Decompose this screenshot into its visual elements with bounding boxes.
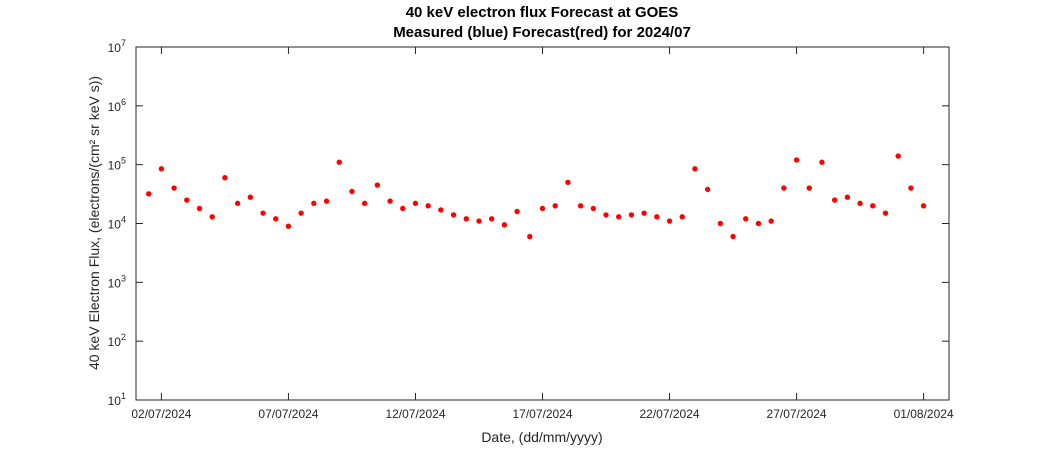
y-tick-exponent: 5 (121, 156, 126, 166)
data-point (412, 200, 419, 207)
data-point (234, 200, 241, 207)
data-point (870, 203, 876, 209)
data-point (298, 210, 304, 216)
data-point (730, 233, 736, 240)
data-point (260, 210, 266, 216)
data-point (387, 198, 393, 204)
data-point (844, 194, 851, 200)
y-tick-base: 10 (108, 100, 122, 114)
y-tick-label: 104 (108, 215, 126, 232)
y-tick-base: 10 (108, 218, 122, 232)
data-point (450, 212, 457, 218)
data-point (616, 214, 622, 220)
data-point (400, 205, 406, 212)
data-point (247, 194, 254, 200)
data-point (209, 214, 215, 220)
data-point (184, 197, 190, 203)
data-point (323, 198, 330, 204)
data-point (552, 203, 558, 209)
data-point (793, 157, 800, 163)
data-point (831, 197, 838, 203)
data-point (755, 220, 762, 227)
x-tick-label: 27/07/2024 (767, 407, 827, 421)
data-point (285, 223, 292, 229)
data-point (196, 205, 203, 212)
data-point (222, 175, 228, 181)
data-point (361, 200, 368, 207)
y-tick-base: 10 (108, 41, 122, 55)
data-point (514, 208, 520, 215)
data-point (768, 218, 774, 224)
x-tick-label: 17/07/2024 (512, 407, 572, 421)
data-point (425, 203, 431, 209)
data-point (438, 207, 444, 213)
y-tick-label: 106 (108, 97, 126, 114)
data-point (146, 191, 152, 197)
data-point (374, 182, 381, 188)
y-tick-label: 102 (108, 332, 126, 349)
y-tick-label: 105 (108, 156, 126, 173)
data-point (654, 214, 660, 220)
data-point (641, 210, 647, 216)
data-point (882, 210, 889, 216)
chart-title: 40 keV electron flux Forecast at GOES (406, 4, 679, 21)
data-point (781, 185, 787, 191)
data-point (565, 179, 571, 186)
data-point (743, 216, 749, 222)
data-point (488, 216, 495, 222)
data-point (908, 185, 914, 191)
y-tick-base: 10 (108, 159, 122, 173)
data-point (603, 212, 609, 218)
data-point (819, 159, 825, 165)
y-tick-base: 10 (108, 394, 122, 408)
data-point (628, 212, 635, 218)
chart-subtitle: Measured (blue) Forecast(red) for 2024/0… (393, 24, 691, 41)
x-axis-label: Date, (dd/mm/yyyy) (481, 429, 602, 445)
data-point (590, 205, 597, 212)
data-point (692, 166, 698, 172)
data-point (539, 205, 546, 212)
y-tick-exponent: 4 (121, 215, 126, 225)
data-point (577, 203, 584, 209)
data-point (920, 203, 927, 209)
data-point (704, 186, 711, 193)
y-tick-exponent: 1 (121, 391, 126, 401)
y-axis-label: 40 keV Electron Flux, (electrons/(cm² sr… (86, 76, 102, 370)
x-tick-label: 22/07/2024 (640, 407, 700, 421)
data-point (806, 185, 812, 191)
data-point (311, 200, 317, 207)
y-tick-label: 107 (108, 38, 126, 55)
x-tick-label: 01/08/2024 (894, 407, 954, 421)
data-point (463, 216, 469, 222)
data-point (158, 166, 165, 172)
y-tick-exponent: 2 (121, 332, 126, 342)
y-tick-base: 10 (108, 335, 122, 349)
data-point (666, 218, 673, 224)
data-point (501, 222, 508, 228)
y-tick-label: 101 (108, 391, 126, 408)
x-tick-label: 07/07/2024 (258, 407, 318, 421)
y-tick-label: 103 (108, 273, 126, 290)
y-tick-exponent: 7 (121, 38, 126, 48)
data-point (679, 214, 685, 220)
plot-frame (135, 46, 950, 401)
y-tick-base: 10 (108, 276, 122, 290)
data-point (717, 220, 724, 227)
data-point (895, 153, 901, 159)
data-point (527, 233, 533, 240)
x-tick-label: 12/07/2024 (385, 407, 445, 421)
data-point (349, 188, 355, 195)
data-point (273, 216, 279, 222)
x-tick-label: 02/07/2024 (131, 407, 191, 421)
data-point (857, 200, 863, 207)
data-point (336, 159, 342, 165)
data-points (146, 153, 927, 240)
data-point (171, 185, 177, 191)
data-point (476, 218, 482, 224)
y-tick-exponent: 6 (121, 97, 126, 107)
y-tick-exponent: 3 (121, 273, 126, 283)
